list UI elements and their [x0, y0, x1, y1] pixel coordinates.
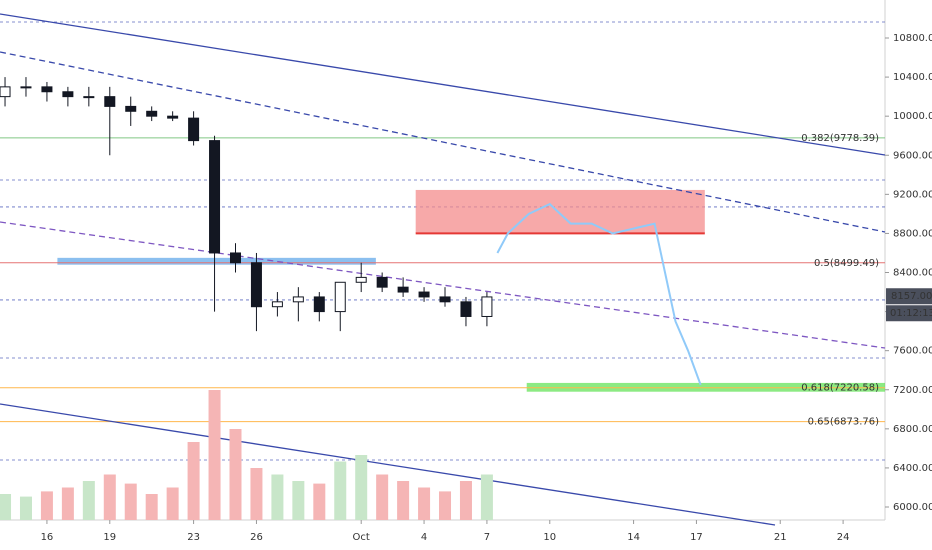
volume-bar [439, 491, 452, 520]
countdown-label: 01:12:13 [890, 308, 932, 319]
volume-bar [166, 487, 179, 520]
candle-body [355, 276, 367, 283]
volume-bar [397, 481, 410, 520]
candle-body [62, 91, 74, 98]
x-tick-label: 4 [421, 532, 427, 543]
projection-line [496, 202, 702, 386]
volume-bar [292, 481, 305, 520]
y-tick-label: 10800.00 [893, 33, 932, 44]
candle-body [20, 86, 32, 89]
volume-bar [82, 481, 95, 520]
volume-bar [418, 487, 431, 520]
volume-bar [459, 481, 472, 520]
candle-body [460, 301, 472, 317]
y-tick-label: 7200.00 [893, 385, 932, 396]
candle-body [41, 86, 53, 93]
candle-body [481, 296, 493, 317]
volume-bar [103, 474, 116, 520]
zone [57, 257, 376, 265]
volume-bar [145, 494, 158, 520]
zone [415, 189, 705, 234]
candle-body [313, 296, 325, 313]
y-tick-label: 6400.00 [893, 463, 932, 474]
volume-bar [313, 483, 326, 520]
x-tick-label: 24 [837, 532, 850, 543]
y-tick-label: 9200.00 [893, 189, 932, 200]
countdown-box [886, 305, 932, 322]
volume-bar [19, 496, 32, 520]
fib-label: 0.5(8499.49) [814, 258, 879, 269]
trend-line [0, 221, 886, 349]
x-tick-label: 7 [484, 532, 490, 543]
y-tick-label: 10000.00 [893, 111, 932, 122]
candle-body [0, 86, 11, 98]
volume-bar [0, 494, 12, 520]
volume-bar [355, 455, 368, 520]
y-tick-label: 8400.00 [893, 268, 932, 279]
trend-line [0, 13, 886, 156]
last-price-label: 8157.00 [891, 291, 932, 302]
volume-bar [40, 491, 53, 520]
candle-body [376, 276, 388, 288]
fib-label: 0.618(7220.58) [801, 383, 879, 394]
y-tick-label: 6000.00 [893, 502, 932, 513]
x-tick-label: 17 [690, 532, 703, 543]
trend-line [0, 51, 886, 233]
volume-bar [208, 390, 221, 520]
volume-bar [271, 474, 284, 520]
x-tick-label: Oct [353, 532, 370, 543]
y-tick-label: 7600.00 [893, 346, 932, 357]
candle-body [104, 96, 116, 107]
candle-body [83, 96, 95, 99]
volume-bar [229, 429, 242, 520]
candle-body [146, 110, 158, 117]
candle-body [439, 296, 451, 303]
x-tick-label: 14 [627, 532, 640, 543]
volume-bar [124, 483, 137, 520]
fib-label: 0.65(6873.76) [808, 417, 880, 428]
x-tick-label: 16 [41, 532, 54, 543]
candle-body [125, 105, 137, 112]
candle-body [188, 117, 200, 142]
x-tick-label: 23 [187, 532, 200, 543]
x-tick-label: 10 [543, 532, 556, 543]
candle-body [250, 262, 262, 308]
y-tick-label: 8800.00 [893, 228, 932, 239]
x-tick-label: 26 [250, 532, 263, 543]
trend-line [0, 403, 776, 526]
candle-body [397, 286, 409, 293]
candle-body [334, 281, 346, 313]
y-tick-label: 9600.00 [893, 150, 932, 161]
volume-bar [250, 468, 263, 520]
x-tick-label: 19 [103, 532, 116, 543]
candle-body [292, 296, 304, 303]
candle-body [209, 140, 221, 254]
y-tick-label: 10400.00 [893, 72, 932, 83]
volume-bar [334, 461, 347, 520]
volume-bar [480, 474, 493, 520]
volume-bar [61, 487, 74, 520]
candle-body [271, 301, 283, 308]
candle-body [167, 115, 179, 119]
x-tick-label: 21 [774, 532, 787, 543]
y-tick-label: 6800.00 [893, 424, 932, 435]
last-price-box [886, 288, 932, 305]
candle-body [418, 291, 430, 298]
volume-bar [376, 474, 389, 520]
candle-body [229, 252, 241, 264]
fib-label: 0.382(9778.39) [801, 133, 879, 144]
volume-bar [187, 442, 200, 520]
